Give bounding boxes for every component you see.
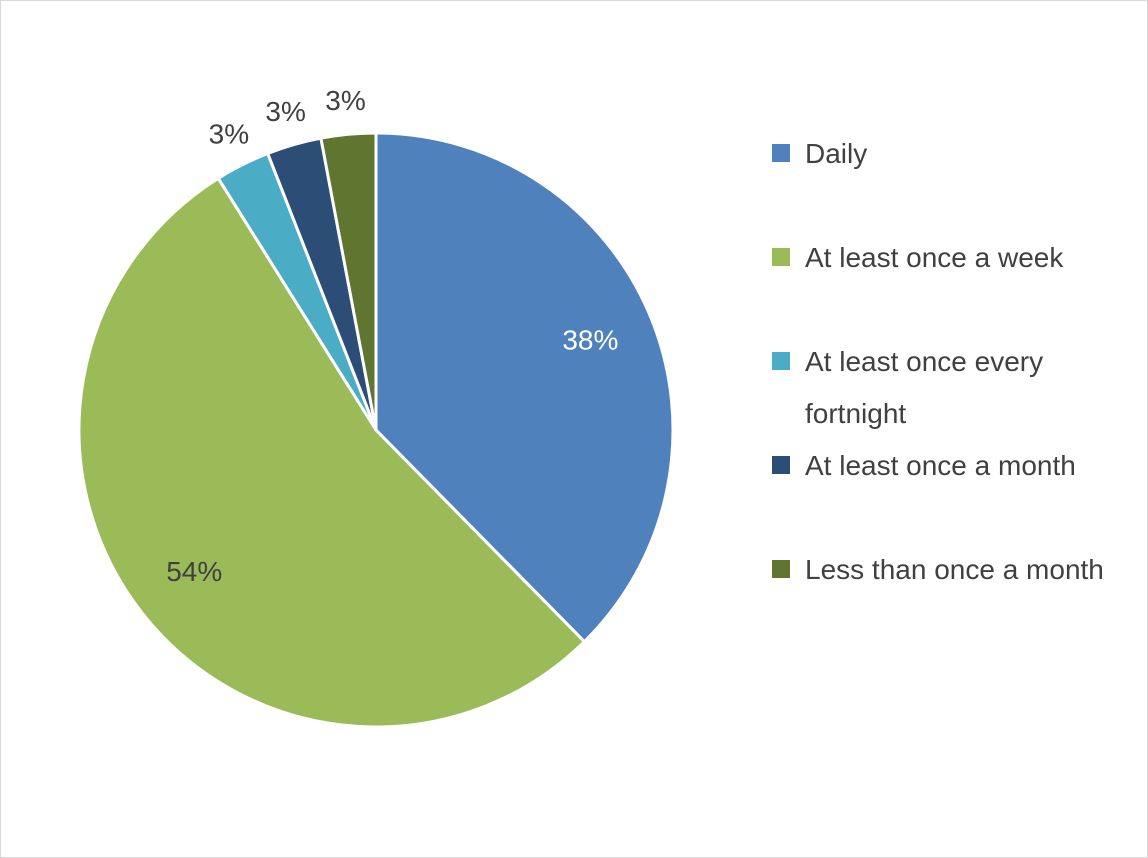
legend-swatch-daily xyxy=(772,144,790,162)
legend-item-at-least-once-a-month: At least once a month xyxy=(772,440,1135,492)
legend-swatch-at-least-once-every-fortnight xyxy=(772,352,790,370)
legend-item-daily: Daily xyxy=(772,128,1135,180)
legend-swatch-less-than-once-a-month xyxy=(772,560,790,578)
legend-swatch-at-least-once-a-month xyxy=(772,456,790,474)
pie-slice-daily xyxy=(374,131,675,644)
legend-item-at-least-once-every-fortnight: At least once every fortnight xyxy=(772,336,1070,440)
data-label-daily: 38% xyxy=(562,325,618,356)
legend-swatch-at-least-once-a-week xyxy=(772,248,790,266)
data-label-at-least-once-every-fortnight: 3% xyxy=(209,118,249,149)
legend-label-less-than-once-a-month: Less than once a month xyxy=(805,554,1104,585)
data-label-less-than-once-a-month: 3% xyxy=(325,85,365,116)
legend-label-daily: Daily xyxy=(805,138,868,169)
pie-slice-at-least-once-a-week xyxy=(77,176,586,729)
data-label-at-least-once-a-week: 54% xyxy=(166,556,222,587)
data-label-at-least-once-a-month: 3% xyxy=(265,96,305,127)
legend-item-less-than-once-a-month: Less than once a month xyxy=(772,544,1135,596)
pie-slice-less-than-once-a-month xyxy=(319,131,378,432)
legend-label-at-least-once-a-week: At least once a week xyxy=(805,242,1064,273)
legend-label-at-least-once-a-month: At least once a month xyxy=(805,450,1076,481)
legend-item-at-least-once-a-week: At least once a week xyxy=(772,232,1135,284)
legend-label-at-least-once-every-fortnight: At least once every fortnight xyxy=(805,346,1044,429)
